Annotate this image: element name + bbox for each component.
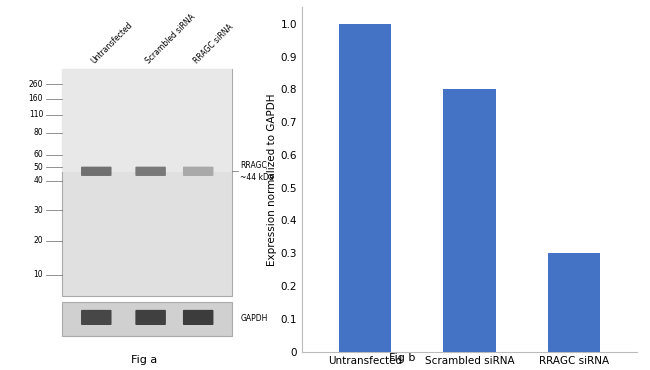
Text: Untransfected: Untransfected xyxy=(90,21,135,66)
Text: 80: 80 xyxy=(34,128,43,137)
Bar xyxy=(62,69,232,296)
Y-axis label: Expression normalized to GAPDH: Expression normalized to GAPDH xyxy=(266,93,277,266)
Text: Scrambled siRNA: Scrambled siRNA xyxy=(144,13,197,66)
Text: 40: 40 xyxy=(33,176,43,185)
Bar xyxy=(339,24,391,351)
FancyBboxPatch shape xyxy=(135,166,166,176)
Text: 160: 160 xyxy=(29,94,43,103)
Bar xyxy=(548,253,601,352)
Text: Fig b: Fig b xyxy=(389,353,416,363)
Text: 20: 20 xyxy=(34,236,43,245)
Text: 50: 50 xyxy=(33,163,43,172)
FancyBboxPatch shape xyxy=(81,166,112,176)
FancyBboxPatch shape xyxy=(135,310,166,325)
Text: Fig a: Fig a xyxy=(131,355,157,365)
Text: 10: 10 xyxy=(34,270,43,279)
Text: RRAGC
~44 kDa: RRAGC ~44 kDa xyxy=(240,161,274,182)
Text: 110: 110 xyxy=(29,110,43,119)
Text: GAPDH: GAPDH xyxy=(240,314,268,323)
Text: 30: 30 xyxy=(33,206,43,215)
FancyBboxPatch shape xyxy=(81,310,112,325)
FancyBboxPatch shape xyxy=(183,310,213,325)
Bar xyxy=(62,302,232,336)
FancyBboxPatch shape xyxy=(183,166,213,176)
Bar xyxy=(443,89,496,352)
Text: RRAGC siRNA: RRAGC siRNA xyxy=(192,23,235,66)
Bar xyxy=(62,69,232,172)
Text: 60: 60 xyxy=(33,150,43,159)
Text: 260: 260 xyxy=(29,80,43,88)
